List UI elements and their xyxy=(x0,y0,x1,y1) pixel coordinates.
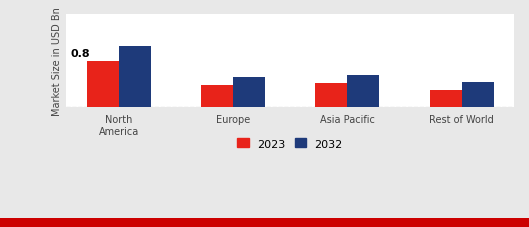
Bar xyxy=(233,78,265,108)
Bar xyxy=(87,61,118,108)
Legend: 2023, 2032: 2023, 2032 xyxy=(233,134,347,153)
Bar xyxy=(462,82,494,108)
Text: 0.8: 0.8 xyxy=(70,49,90,59)
Y-axis label: Market Size in USD Bn: Market Size in USD Bn xyxy=(52,7,62,116)
Bar xyxy=(430,90,462,108)
Bar xyxy=(315,84,347,108)
Bar xyxy=(201,86,233,108)
Bar xyxy=(118,47,151,108)
Bar xyxy=(347,75,379,108)
